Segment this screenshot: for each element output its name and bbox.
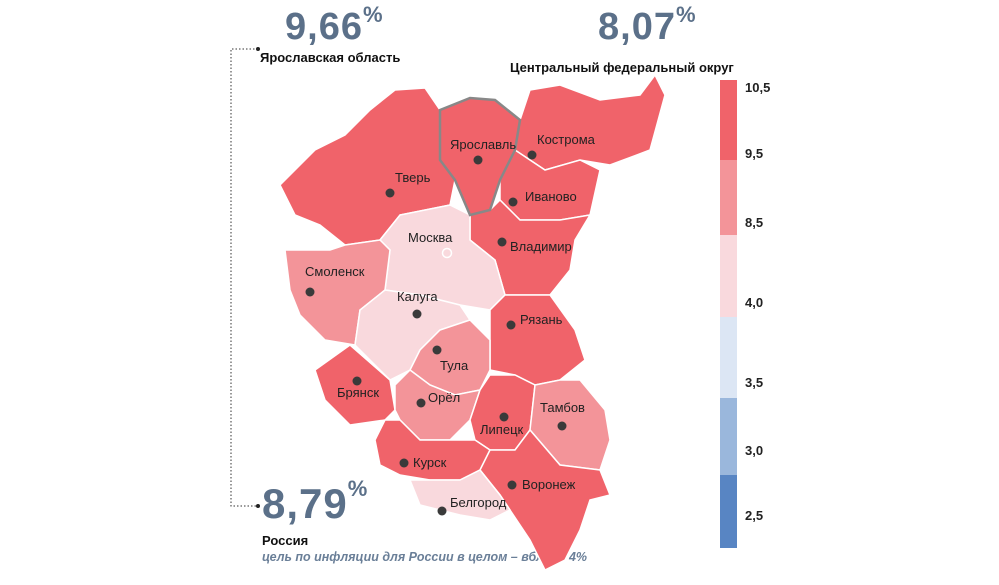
yaroslavl-number: 9,66	[285, 6, 363, 48]
legend-tick: 8,5	[745, 215, 764, 230]
city-dot	[305, 287, 315, 297]
legend-tick: 4,0	[745, 295, 764, 310]
region-8	[489, 294, 586, 386]
city-dot	[527, 150, 537, 160]
city-dot	[432, 345, 442, 355]
legend-segment-4.0-8.5	[720, 235, 737, 317]
city-dot	[506, 320, 516, 330]
region-label: Тула	[440, 358, 469, 373]
comparison-bracket	[230, 48, 258, 507]
city-dot	[441, 247, 453, 259]
region-label: Воронеж	[522, 477, 576, 492]
russia-number: 8,79	[262, 480, 348, 527]
cfo-label: Центральный федеральный округ	[510, 60, 734, 75]
region-2	[514, 73, 666, 171]
legend-segment-2.5-3.0	[720, 475, 737, 548]
legend-tick: 2,5	[745, 508, 764, 523]
city-dot	[352, 376, 362, 386]
city-dot	[416, 398, 426, 408]
yaroslavl-value: 9,66%	[285, 2, 384, 49]
legend-tick: 9,5	[745, 146, 764, 161]
cfo-number: 8,07	[598, 6, 676, 48]
percent-sign: %	[362, 2, 384, 27]
region-label: Курск	[413, 455, 447, 470]
region-label: Калуга	[397, 289, 438, 304]
legend-segment-3.5-4.0	[720, 317, 737, 398]
percent-sign: %	[347, 476, 369, 501]
region-label: Тверь	[395, 170, 431, 185]
russia-value: 8,79%	[262, 476, 368, 528]
legend-segment-3.0-3.5	[720, 398, 737, 475]
region-label: Иваново	[525, 189, 577, 204]
city-dot	[497, 237, 507, 247]
legend-tick: 10,5	[745, 80, 771, 95]
legend-segment-8.5-9.5	[720, 160, 737, 235]
region-label: Белгород	[450, 495, 507, 510]
legend-tick: 3,5	[745, 375, 764, 390]
cfo-value: 8,07%	[598, 2, 697, 49]
region-label: Брянск	[337, 385, 379, 400]
region-label: Ярославль	[450, 137, 516, 152]
city-dot	[385, 188, 395, 198]
city-dot	[507, 480, 517, 490]
city-dot	[437, 506, 447, 516]
region-label: Липецк	[480, 422, 524, 437]
region-label: Тамбов	[540, 400, 585, 415]
city-dot	[473, 155, 483, 165]
city-dot	[412, 309, 422, 319]
city-dot	[399, 458, 409, 468]
russia-label: Россия	[262, 533, 309, 548]
region-label: Москва	[408, 230, 453, 245]
city-dot	[557, 421, 567, 431]
yaroslavl-label: Ярославская область	[260, 50, 401, 65]
percent-sign: %	[675, 2, 697, 27]
region-label: Кострома	[537, 132, 596, 147]
legend-tick: 3,0	[745, 443, 764, 458]
region-label: Орёл	[428, 390, 460, 405]
region-label: Рязань	[520, 312, 563, 327]
inflation-target-note: цель по инфляции для России в целом – вб…	[262, 550, 588, 564]
city-dot	[508, 197, 518, 207]
legend-segment-9.5-10.5	[720, 80, 737, 160]
region-label: Смоленск	[305, 264, 365, 279]
city-dot	[499, 412, 509, 422]
region-label: Владимир	[510, 239, 572, 254]
